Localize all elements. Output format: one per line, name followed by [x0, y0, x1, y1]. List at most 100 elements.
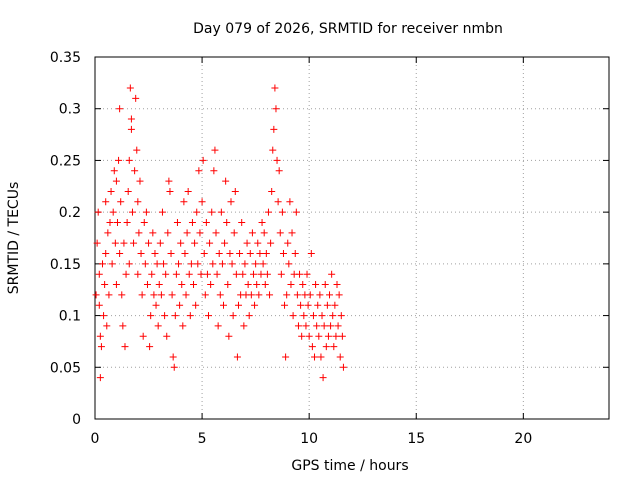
data-point — [287, 281, 295, 289]
data-point — [106, 218, 114, 226]
data-point — [167, 250, 175, 258]
data-point — [288, 229, 296, 237]
data-point — [207, 281, 215, 289]
data-point — [239, 270, 247, 278]
data-point — [119, 322, 127, 330]
data-point — [308, 343, 316, 351]
data-point — [273, 156, 281, 164]
data-point — [116, 250, 124, 258]
data-point — [296, 270, 304, 278]
data-point — [232, 270, 240, 278]
data-point — [162, 270, 170, 278]
data-point — [133, 146, 141, 154]
data-point — [298, 332, 306, 340]
data-point — [145, 239, 153, 247]
data-point — [292, 208, 300, 216]
data-point — [309, 312, 317, 320]
data-point — [98, 260, 106, 268]
data-point — [173, 218, 181, 226]
data-point — [233, 353, 241, 361]
data-point — [230, 229, 238, 237]
data-point — [183, 229, 191, 237]
data-point — [267, 239, 275, 247]
data-point — [194, 260, 202, 268]
data-point — [223, 218, 231, 226]
data-point — [123, 218, 131, 226]
grid-layer — [95, 57, 609, 419]
data-point — [302, 322, 310, 330]
data-point — [141, 260, 149, 268]
data-point — [228, 260, 236, 268]
data-point — [248, 229, 256, 237]
data-point — [201, 291, 209, 299]
data-point — [197, 270, 205, 278]
data-point — [270, 125, 278, 133]
data-point — [264, 208, 272, 216]
data-point — [102, 198, 110, 206]
data-point — [134, 270, 142, 278]
data-point — [101, 281, 109, 289]
data-point — [120, 239, 128, 247]
data-point — [247, 291, 255, 299]
data-point — [243, 239, 251, 247]
data-point — [300, 312, 308, 320]
data-point — [206, 239, 214, 247]
y-tick-label: 0.1 — [59, 309, 81, 325]
data-point — [148, 270, 156, 278]
data-point — [115, 156, 123, 164]
data-point — [227, 198, 235, 206]
data-point — [277, 270, 285, 278]
data-point — [240, 322, 248, 330]
data-point — [271, 84, 279, 92]
data-point — [112, 281, 120, 289]
plot-frame — [94, 56, 610, 420]
data-point — [274, 198, 282, 206]
data-point — [188, 218, 196, 226]
data-point — [163, 332, 171, 340]
x-tick-label: 15 — [407, 431, 425, 447]
data-point — [289, 312, 297, 320]
data-point — [328, 270, 336, 278]
data-point — [196, 229, 204, 237]
data-point — [255, 291, 263, 299]
data-point — [324, 332, 332, 340]
data-point — [322, 343, 330, 351]
data-point — [282, 353, 290, 361]
data-point — [96, 374, 104, 382]
data-point — [220, 301, 227, 309]
data-point — [327, 322, 335, 330]
data-point — [131, 167, 139, 175]
data-point — [143, 281, 151, 289]
data-point — [187, 260, 195, 268]
y-tick-label: 0.2 — [59, 205, 81, 221]
data-point — [124, 187, 132, 195]
data-point — [338, 332, 346, 340]
data-point — [244, 281, 252, 289]
data-point — [176, 301, 184, 309]
data-point — [100, 312, 108, 320]
data-point — [284, 239, 292, 247]
data-point — [281, 301, 289, 309]
data-point — [268, 187, 276, 195]
data-point — [127, 115, 135, 123]
data-point — [102, 250, 110, 258]
data-point — [238, 218, 246, 226]
data-point — [93, 239, 101, 247]
data-point — [170, 363, 178, 371]
data-point — [278, 208, 286, 216]
data-point — [299, 281, 307, 289]
data-point — [312, 281, 320, 289]
y-tick-label: 0 — [72, 412, 81, 428]
data-point — [105, 291, 113, 299]
data-point — [213, 270, 221, 278]
data-point — [156, 239, 164, 247]
data-point — [142, 208, 150, 216]
data-point — [169, 353, 177, 361]
data-point — [259, 260, 267, 268]
data-point — [316, 291, 324, 299]
data-point — [241, 260, 249, 268]
data-point — [245, 312, 253, 320]
data-point — [130, 239, 138, 247]
data-point — [225, 332, 233, 340]
data-point — [135, 229, 143, 237]
